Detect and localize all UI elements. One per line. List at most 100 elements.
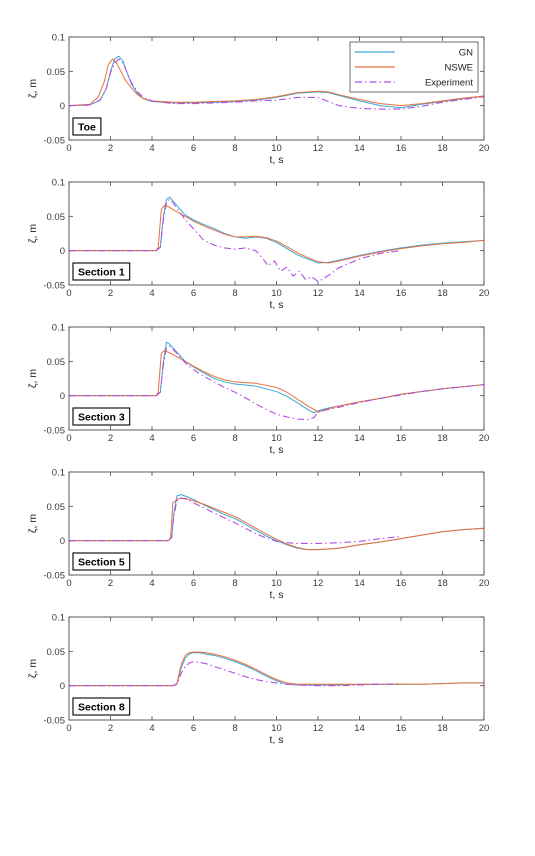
panel-label-box [72, 552, 131, 571]
y-tick-label: 0.05 [47, 502, 66, 513]
panel-label-box [72, 262, 131, 281]
x-tick-label: 10 [271, 143, 282, 154]
plot-area [69, 472, 484, 575]
y-tick-label: 0 [60, 246, 65, 257]
panel-label: Toe [78, 122, 96, 134]
x-tick-label: 2 [108, 578, 113, 589]
y-tick-label: -0.05 [43, 571, 65, 582]
x-tick-label: 14 [354, 288, 365, 299]
x-tick-label: 8 [232, 578, 237, 589]
x-tick-label: 20 [479, 143, 490, 154]
x-tick-label: 10 [271, 433, 282, 444]
y-tick-label: 0 [60, 536, 65, 547]
series-line-nswe [69, 204, 484, 264]
axes-frame [68, 616, 485, 721]
x-tick-label: 2 [108, 288, 113, 299]
y-tick-label: -0.05 [43, 136, 65, 147]
y-tick-label: -0.05 [43, 426, 65, 437]
x-tick-label: 16 [396, 143, 407, 154]
axes-frame [68, 326, 485, 431]
x-axis-label: t, s [269, 589, 283, 601]
panel-label: Section 3 [78, 412, 125, 424]
x-tick-label: 10 [271, 723, 282, 734]
y-tick-label: 0.05 [47, 647, 66, 658]
x-tick-label: 10 [271, 288, 282, 299]
y-axis-label: ζ, m [27, 224, 39, 243]
y-axis-label: ζ, m [27, 514, 39, 533]
x-tick-label: 6 [191, 578, 196, 589]
panel-label: Section 8 [78, 702, 125, 714]
series-line-nswe [69, 58, 484, 107]
series-line-experiment [69, 661, 402, 687]
x-tick-label: 4 [149, 578, 154, 589]
axes-frame [68, 471, 485, 576]
x-tick-label: 18 [437, 433, 448, 444]
x-axis-label: t, s [269, 444, 283, 456]
x-tick-label: 8 [232, 143, 237, 154]
y-axis-label: ζ, m [27, 79, 39, 98]
panel-label-box [72, 117, 102, 136]
x-tick-label: 8 [232, 288, 237, 299]
x-tick-label: 0 [66, 578, 71, 589]
x-tick-label: 12 [313, 143, 324, 154]
axes-frame [68, 36, 485, 141]
x-tick-label: 18 [437, 288, 448, 299]
panel-label-box [72, 407, 131, 426]
x-tick-label: 20 [479, 288, 490, 299]
x-tick-label: 2 [108, 723, 113, 734]
x-tick-label: 8 [232, 433, 237, 444]
x-tick-label: 6 [191, 433, 196, 444]
plot-area [69, 182, 484, 285]
series-line-nswe [69, 651, 484, 687]
x-tick-label: 12 [313, 433, 324, 444]
y-tick-label: 0.05 [47, 357, 66, 368]
y-tick-label: 0 [60, 101, 65, 112]
legend-label-nswe: NSWE [445, 63, 474, 74]
x-tick-label: 14 [354, 143, 365, 154]
x-tick-label: 4 [149, 433, 154, 444]
x-tick-label: 10 [271, 578, 282, 589]
x-tick-label: 8 [232, 723, 237, 734]
x-tick-label: 20 [479, 433, 490, 444]
x-tick-label: 0 [66, 288, 71, 299]
y-tick-label: 0.05 [47, 67, 66, 78]
y-tick-label: 0.1 [52, 468, 65, 479]
x-tick-label: 6 [191, 288, 196, 299]
x-tick-label: 12 [313, 578, 324, 589]
x-tick-label: 16 [396, 288, 407, 299]
y-axis-label: ζ, m [27, 369, 39, 388]
x-tick-label: 0 [66, 723, 71, 734]
panel-label-box [72, 697, 131, 716]
x-tick-label: 12 [313, 723, 324, 734]
plot-area [69, 617, 484, 720]
y-tick-label: 0.1 [52, 613, 65, 624]
x-tick-label: 2 [108, 143, 113, 154]
x-tick-label: 6 [191, 723, 196, 734]
legend: GN NSWE Experiment [349, 41, 479, 93]
y-tick-label: 0.1 [52, 178, 65, 189]
x-tick-label: 14 [354, 433, 365, 444]
series-line-experiment [69, 345, 484, 421]
panel-label: Section 5 [78, 557, 125, 569]
legend-label-experiment: Experiment [425, 78, 473, 89]
x-tick-label: 18 [437, 143, 448, 154]
x-axis-label: t, s [269, 154, 283, 166]
x-tick-label: 18 [437, 723, 448, 734]
axes-frame [68, 181, 485, 286]
x-axis-label: t, s [269, 299, 283, 311]
x-tick-label: 4 [149, 143, 154, 154]
plot-area [69, 327, 484, 430]
y-axis-label: ζ, m [27, 659, 39, 678]
legend-label-gn: GN [459, 48, 473, 59]
panel-label: Section 1 [78, 267, 125, 279]
x-tick-label: 20 [479, 723, 490, 734]
x-tick-label: 16 [396, 433, 407, 444]
x-tick-label: 6 [191, 143, 196, 154]
series-line-nswe [69, 497, 484, 551]
x-tick-label: 2 [108, 433, 113, 444]
y-tick-label: 0 [60, 681, 65, 692]
x-tick-label: 20 [479, 578, 490, 589]
